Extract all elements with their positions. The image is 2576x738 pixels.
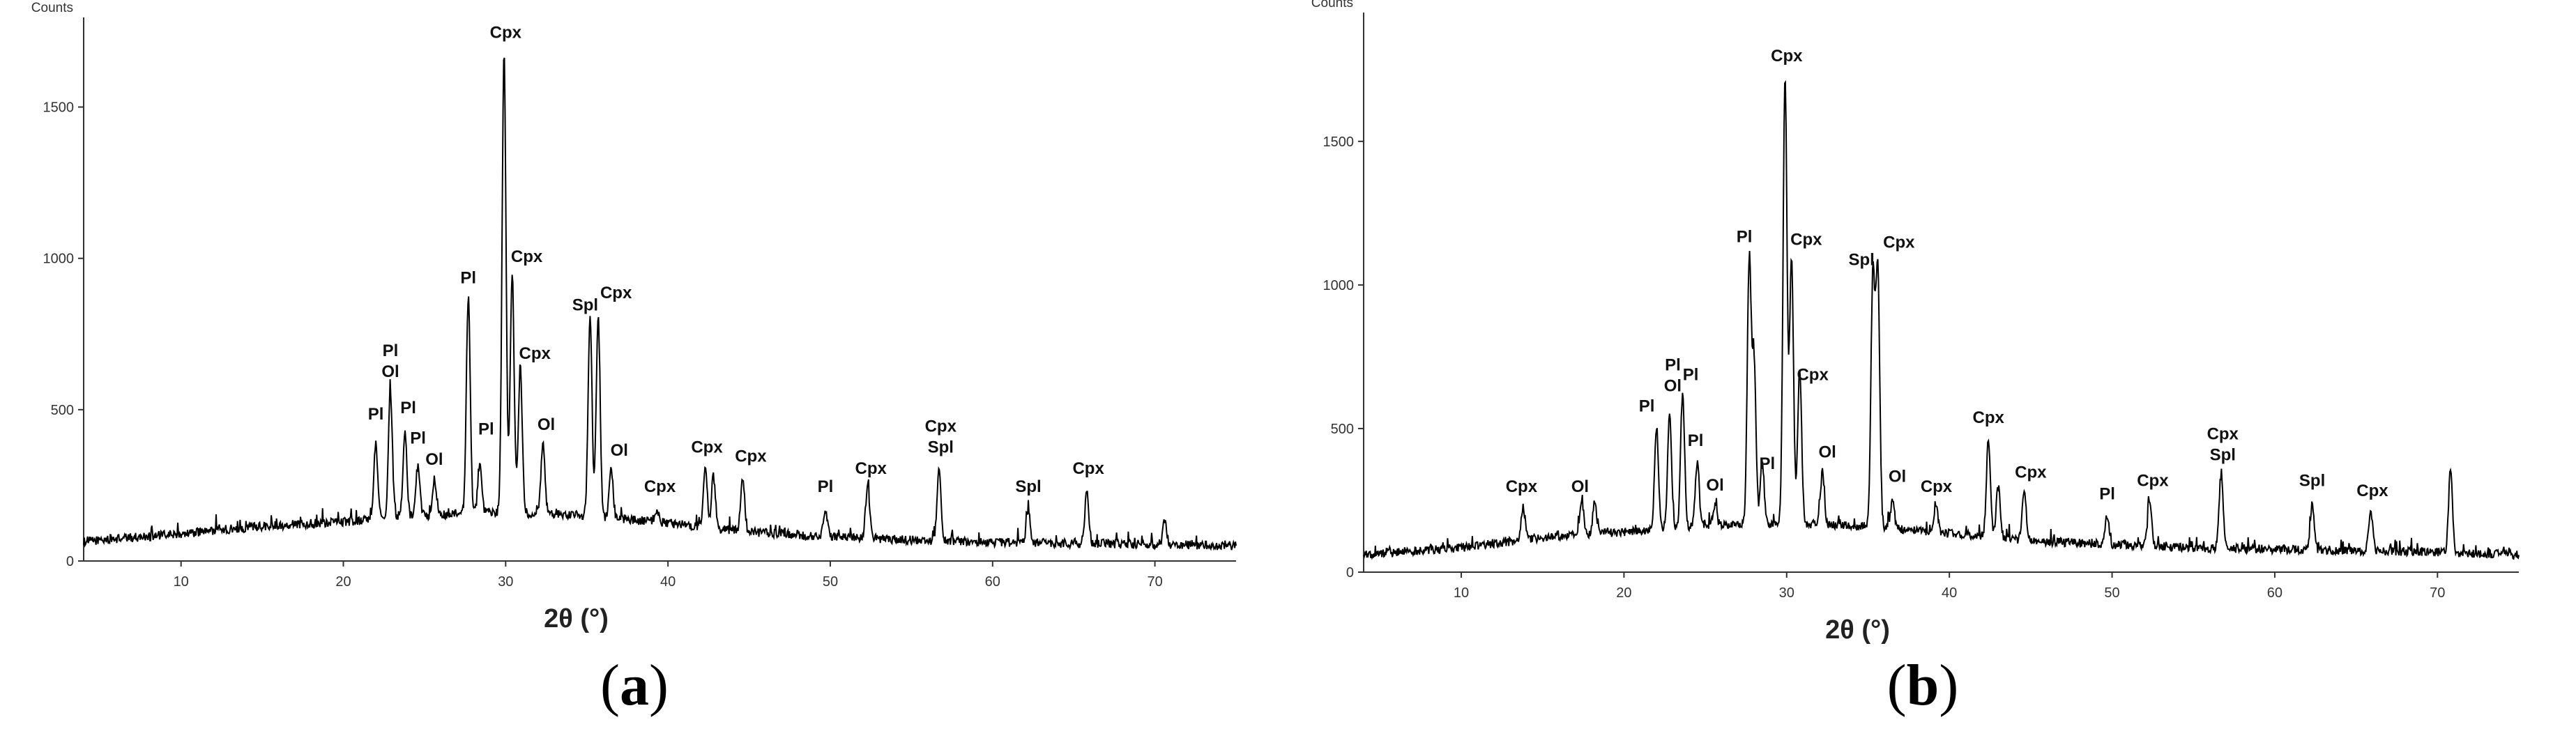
phase-label: Cpx <box>1506 477 1538 496</box>
phase-label: Cpx <box>925 417 957 436</box>
phase-label: Cpx <box>1790 231 1822 249</box>
phase-label: Spl <box>1848 250 1874 269</box>
xrd-panel-a: 0 500 1000 1500 Counts 10 20 30 40 50 60 70 2θ (°) Pl… <box>31 1 1237 718</box>
panel-label-a-letter: a <box>620 653 649 718</box>
phase-label: Ol <box>425 450 443 469</box>
phase-label: Pl <box>383 341 399 360</box>
x-tick-label: 60 <box>2267 585 2282 601</box>
phase-label: Pl <box>818 477 834 496</box>
x-tick-label: 20 <box>1616 585 1631 601</box>
phase-label: Ol <box>1571 477 1589 496</box>
phase-label: Cpx <box>1072 459 1104 478</box>
xrd-chart-b: 0 500 1000 1500 Counts 10 20 30 40 50 60 70 2θ (°) Cp… <box>1311 0 2520 645</box>
phase-label: Pl <box>368 405 384 424</box>
x-tick-label: 40 <box>1942 585 1957 601</box>
x-tick-label: 70 <box>1147 574 1162 590</box>
phase-label: Cpx <box>519 344 551 363</box>
x-tick-label: 40 <box>660 574 676 590</box>
phase-label: Ol <box>1818 443 1836 462</box>
phase-label: Cpx <box>2137 472 2169 491</box>
x-tick-label: 70 <box>2430 585 2445 601</box>
y-tick-label: 1500 <box>43 100 75 116</box>
phase-label: Cpx <box>735 447 767 466</box>
phase-label: Pl <box>460 268 476 287</box>
phase-label: Spl <box>928 438 954 457</box>
phase-label: Cpx <box>1973 408 2005 427</box>
x-tick-label: 10 <box>174 574 189 590</box>
xrd-chart-a: 0 500 1000 1500 Counts 10 20 30 40 50 60 70 2θ (°) Pl… <box>31 1 1237 633</box>
y-tick-label: 0 <box>1346 565 1354 581</box>
phase-label: Pl <box>478 420 494 439</box>
y-tick-label: 0 <box>66 554 74 569</box>
phase-label: Cpx <box>1883 233 1915 252</box>
panel-label-b: (b) <box>1887 653 1959 718</box>
x-axis-title: 2θ (°) <box>544 604 609 633</box>
phase-label: Cpx <box>855 459 887 478</box>
phase-label: Pl <box>2099 484 2115 503</box>
phase-label: Cpx <box>600 284 632 302</box>
panel-label-b-letter: b <box>1906 653 1939 718</box>
phase-label: Spl <box>2210 446 2236 465</box>
phase-label: Spl <box>2299 472 2325 491</box>
phase-label: Cpx <box>511 247 543 266</box>
phase-label: Cpx <box>1797 365 1829 384</box>
phase-label: Cpx <box>644 477 676 496</box>
phase-label: Ol <box>1706 476 1723 495</box>
phase-label: Ol <box>1889 468 1906 486</box>
xrd-panel-b: 0 500 1000 1500 Counts 10 20 30 40 50 60 70 2θ (°) Cp… <box>1288 0 2576 738</box>
phase-label: Pl <box>1737 227 1753 246</box>
x-tick-label: 20 <box>335 574 351 590</box>
x-tick-label: 50 <box>823 574 838 590</box>
phase-label: Ol <box>1664 377 1682 396</box>
phase-label: Cpx <box>2207 425 2239 444</box>
phase-label: Ol <box>611 441 628 460</box>
phase-label: Cpx <box>2356 482 2388 500</box>
y-tick-label: 1000 <box>1323 278 1355 293</box>
phase-label: Pl <box>410 429 426 448</box>
diffraction-trace <box>83 57 1237 551</box>
phase-label: Cpx <box>2015 463 2047 482</box>
phase-label: Cpx <box>1771 47 1803 66</box>
y-axis-title: Counts <box>1311 0 1353 10</box>
phase-label: Pl <box>1759 454 1775 473</box>
y-tick-label: 500 <box>1331 422 1354 437</box>
y-tick-label: 500 <box>51 403 74 418</box>
phase-label: Cpx <box>691 438 723 457</box>
x-tick-label: 30 <box>498 574 513 590</box>
x-tick-label: 30 <box>1779 585 1794 601</box>
phase-label: Cpx <box>1921 477 1953 496</box>
phase-label: Pl <box>1639 397 1655 416</box>
panel-label-a: (a) <box>600 653 669 718</box>
x-tick-label: 50 <box>2104 585 2119 601</box>
phase-label: Pl <box>1688 431 1704 450</box>
phase-label: Pl <box>400 399 416 417</box>
x-tick-label: 60 <box>985 574 1000 590</box>
x-axis-title: 2θ (°) <box>1825 615 1890 645</box>
y-tick-label: 1000 <box>43 252 75 267</box>
phase-label: Ol <box>538 415 555 434</box>
phase-label: Spl <box>572 296 598 315</box>
phase-label: Pl <box>1683 365 1699 384</box>
y-axis-title: Counts <box>31 1 73 15</box>
y-tick-label: 1500 <box>1323 134 1355 150</box>
diffraction-trace <box>1363 79 2520 560</box>
x-tick-label: 10 <box>1454 585 1469 601</box>
phase-label: Pl <box>1665 356 1681 375</box>
phase-label: Ol <box>381 362 399 381</box>
phase-label: Cpx <box>490 24 522 43</box>
phase-label: Spl <box>1015 477 1041 496</box>
